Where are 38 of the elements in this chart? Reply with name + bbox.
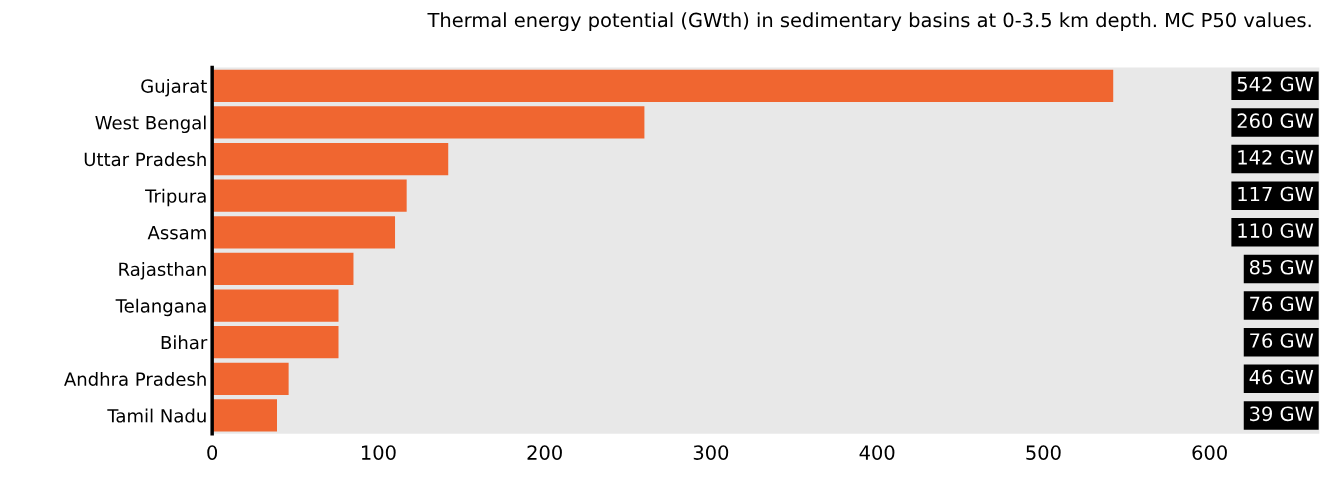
data-label: 110 GW [1238, 223, 1314, 238]
x-tick-label: 300 [693, 445, 729, 460]
y-tick-label: West Bengal [95, 115, 206, 134]
data-label: 39 GW [1250, 406, 1314, 422]
chart-title: Thermal energy potential (GWth) in sedimentary basins at 0-3.5 km depth. MC P50 values. [427, 12, 1311, 32]
bar [212, 326, 339, 359]
data-label: 260 GW [1237, 113, 1314, 129]
x-tick-label: 400 [859, 445, 895, 460]
bar [212, 69, 1114, 102]
x-tick-label: 500 [1026, 445, 1061, 460]
data-label: 85 GW [1249, 259, 1314, 275]
y-tick-label: Assam [147, 226, 206, 240]
y-tick-label: Andhra Pradesh [64, 371, 206, 386]
y-tick-label: Tamil Nadu [107, 408, 206, 423]
x-tick-label: 100 [361, 445, 396, 460]
x-tick-label: 200 [527, 445, 562, 460]
bar [212, 216, 396, 249]
y-tick-label: Rajasthan [119, 262, 206, 280]
bar [212, 399, 277, 432]
bar [212, 106, 645, 139]
x-tick-label: 0 [207, 445, 218, 460]
y-tick-label: Bihar [161, 335, 208, 350]
data-label: 117 GW [1238, 186, 1314, 202]
data-label: 142 GW [1238, 149, 1314, 165]
y-tick-label: Gujarat [141, 78, 207, 97]
bar [212, 179, 407, 212]
data-label: 76 GW [1250, 296, 1314, 312]
data-label: 46 GW [1249, 369, 1314, 385]
y-tick-label: Uttar Pradesh [84, 152, 206, 167]
bar [212, 252, 354, 286]
bar [212, 289, 339, 322]
data-label: 542 GW [1237, 76, 1314, 92]
y-tick-label: Tripura [145, 188, 206, 207]
bar [212, 142, 449, 176]
x-tick-label: 600 [1192, 445, 1227, 460]
bar [212, 362, 289, 395]
y-tick-label: Telangana [115, 298, 206, 317]
data-label: 76 GW [1250, 333, 1314, 348]
